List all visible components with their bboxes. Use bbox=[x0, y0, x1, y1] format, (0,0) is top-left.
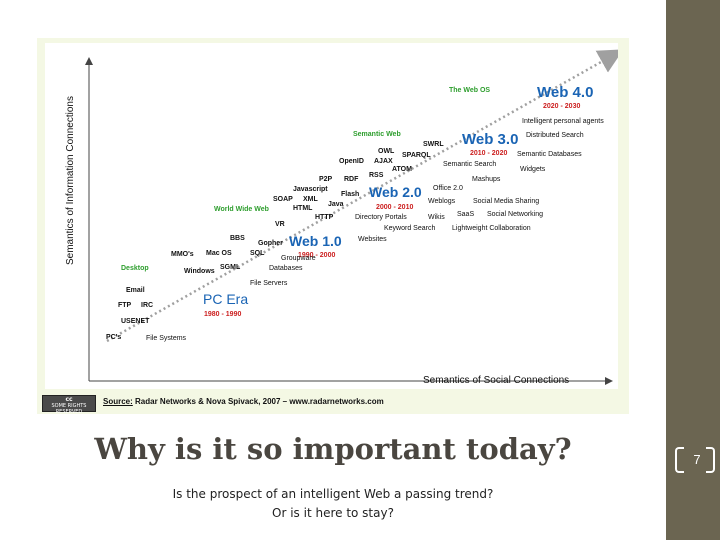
app-intelligent-agents: Intelligent personal agents bbox=[522, 118, 604, 125]
era-pc-years: 1980 - 1990 bbox=[204, 311, 241, 318]
era-web2-years: 2000 - 2010 bbox=[376, 204, 413, 211]
tech-xml: XML bbox=[303, 196, 319, 203]
app-file-servers: File Servers bbox=[250, 280, 288, 287]
app-databases: Databases bbox=[269, 265, 303, 272]
app-keyword-search: Keyword Search bbox=[384, 225, 435, 232]
tech-usenet: USENET bbox=[121, 318, 150, 325]
label-web-os: The Web OS bbox=[449, 87, 490, 94]
app-lightweight-collaboration: Lightweight Collaboration bbox=[452, 225, 531, 232]
slide-subtitle: Is the prospect of an intelligent Web a … bbox=[40, 485, 626, 523]
tech-sql: SQL bbox=[250, 250, 265, 257]
subtitle-line-2: Or is it here to stay? bbox=[272, 506, 394, 520]
tech-soap: SOAP bbox=[273, 196, 293, 203]
app-saas: SaaS bbox=[457, 211, 474, 218]
source-citation: Source: Radar Networks & Nova Spivack, 2… bbox=[103, 397, 384, 406]
tech-rdf: RDF bbox=[344, 176, 359, 183]
tech-swrl: SWRL bbox=[423, 141, 444, 148]
tech-sparql: SPARQL bbox=[402, 152, 431, 159]
tech-irc: IRC bbox=[141, 302, 153, 309]
slide-title: Why is it so important today? bbox=[94, 432, 572, 466]
source-bar: cc SOME RIGHTS RESERVED Source: Radar Ne… bbox=[37, 390, 629, 415]
era-web1-years: 1990 - 2000 bbox=[298, 252, 335, 259]
app-office-2: Office 2.0 bbox=[433, 185, 463, 192]
tech-ftp: FTP bbox=[118, 302, 132, 309]
app-distributed-search: Distributed Search bbox=[526, 132, 584, 139]
page-number: 7 bbox=[693, 452, 701, 467]
app-mashups: Mashups bbox=[472, 176, 501, 183]
tech-email: Email bbox=[126, 287, 145, 294]
tech-rss: RSS bbox=[369, 172, 384, 179]
tech-atom: ATOM bbox=[392, 166, 412, 173]
source-label: Source: bbox=[103, 397, 133, 406]
app-weblogs: Weblogs bbox=[428, 198, 456, 205]
label-world-wide-web: World Wide Web bbox=[214, 206, 269, 213]
tech-macos: Mac OS bbox=[206, 250, 232, 257]
app-file-systems: File Systems bbox=[146, 335, 187, 342]
tech-openid: OpenID bbox=[339, 158, 364, 165]
tech-flash: Flash bbox=[341, 191, 359, 198]
era-web1: Web 1.0 bbox=[289, 233, 342, 249]
app-social-networking: Social Networking bbox=[487, 211, 543, 218]
chart-frame: Semantics of Information Connections Sem… bbox=[45, 43, 618, 389]
tech-owl: OWL bbox=[378, 148, 395, 155]
tech-sgml: SGML bbox=[220, 264, 241, 271]
era-web3: Web 3.0 bbox=[462, 131, 518, 148]
tech-javascript: Javascript bbox=[293, 186, 328, 193]
tech-java: Java bbox=[328, 201, 344, 208]
web-evolution-diagram: Semantics of Information Connections Sem… bbox=[65, 49, 618, 386]
era-web2: Web 2.0 bbox=[369, 184, 422, 200]
app-groupware: Groupware bbox=[281, 255, 316, 262]
creative-commons-badge: cc SOME RIGHTS RESERVED bbox=[42, 395, 96, 415]
era-pc: PC Era bbox=[203, 291, 248, 307]
tech-gopher: Gopher bbox=[258, 240, 283, 247]
page-number-bracket-right bbox=[706, 447, 715, 473]
tech-mmos: MMO's bbox=[171, 251, 194, 258]
subtitle-line-1: Is the prospect of an intelligent Web a … bbox=[172, 487, 494, 501]
cc-mark: cc bbox=[65, 396, 73, 403]
app-social-media-sharing: Social Media Sharing bbox=[473, 198, 539, 205]
tech-ajax: AJAX bbox=[374, 158, 393, 165]
era-web4-years: 2020 - 2030 bbox=[543, 103, 580, 110]
app-websites: Websites bbox=[358, 236, 387, 243]
tech-html: HTML bbox=[293, 205, 313, 212]
x-axis-label: Semantics of Social Connections bbox=[423, 375, 569, 386]
app-semantic-databases: Semantic Databases bbox=[517, 151, 582, 158]
y-axis-label: Semantics of Information Connections bbox=[65, 96, 76, 265]
label-desktop: Desktop bbox=[121, 265, 149, 272]
tech-bbs: BBS bbox=[230, 235, 245, 242]
app-widgets: Widgets bbox=[520, 166, 546, 173]
tech-p2p: P2P bbox=[319, 176, 333, 183]
source-text: Radar Networks & Nova Spivack, 2007 – ww… bbox=[135, 397, 384, 406]
label-semantic-web: Semantic Web bbox=[353, 131, 401, 138]
tech-pcs: PC's bbox=[106, 334, 121, 341]
app-wikis: Wikis bbox=[428, 214, 445, 221]
page-number-bracket-left bbox=[675, 447, 684, 473]
tech-http: HTTP bbox=[315, 214, 334, 221]
app-semantic-search: Semantic Search bbox=[443, 161, 496, 168]
cc-badge-text: SOME RIGHTS RESERVED bbox=[51, 403, 87, 415]
era-web3-years: 2010 - 2020 bbox=[470, 150, 507, 157]
tech-vr: VR bbox=[275, 221, 285, 228]
web-evolution-figure: Semantics of Information Connections Sem… bbox=[37, 38, 629, 415]
era-web4: Web 4.0 bbox=[537, 84, 593, 101]
tech-windows: Windows bbox=[184, 268, 215, 275]
app-directory-portals: Directory Portals bbox=[355, 214, 407, 221]
